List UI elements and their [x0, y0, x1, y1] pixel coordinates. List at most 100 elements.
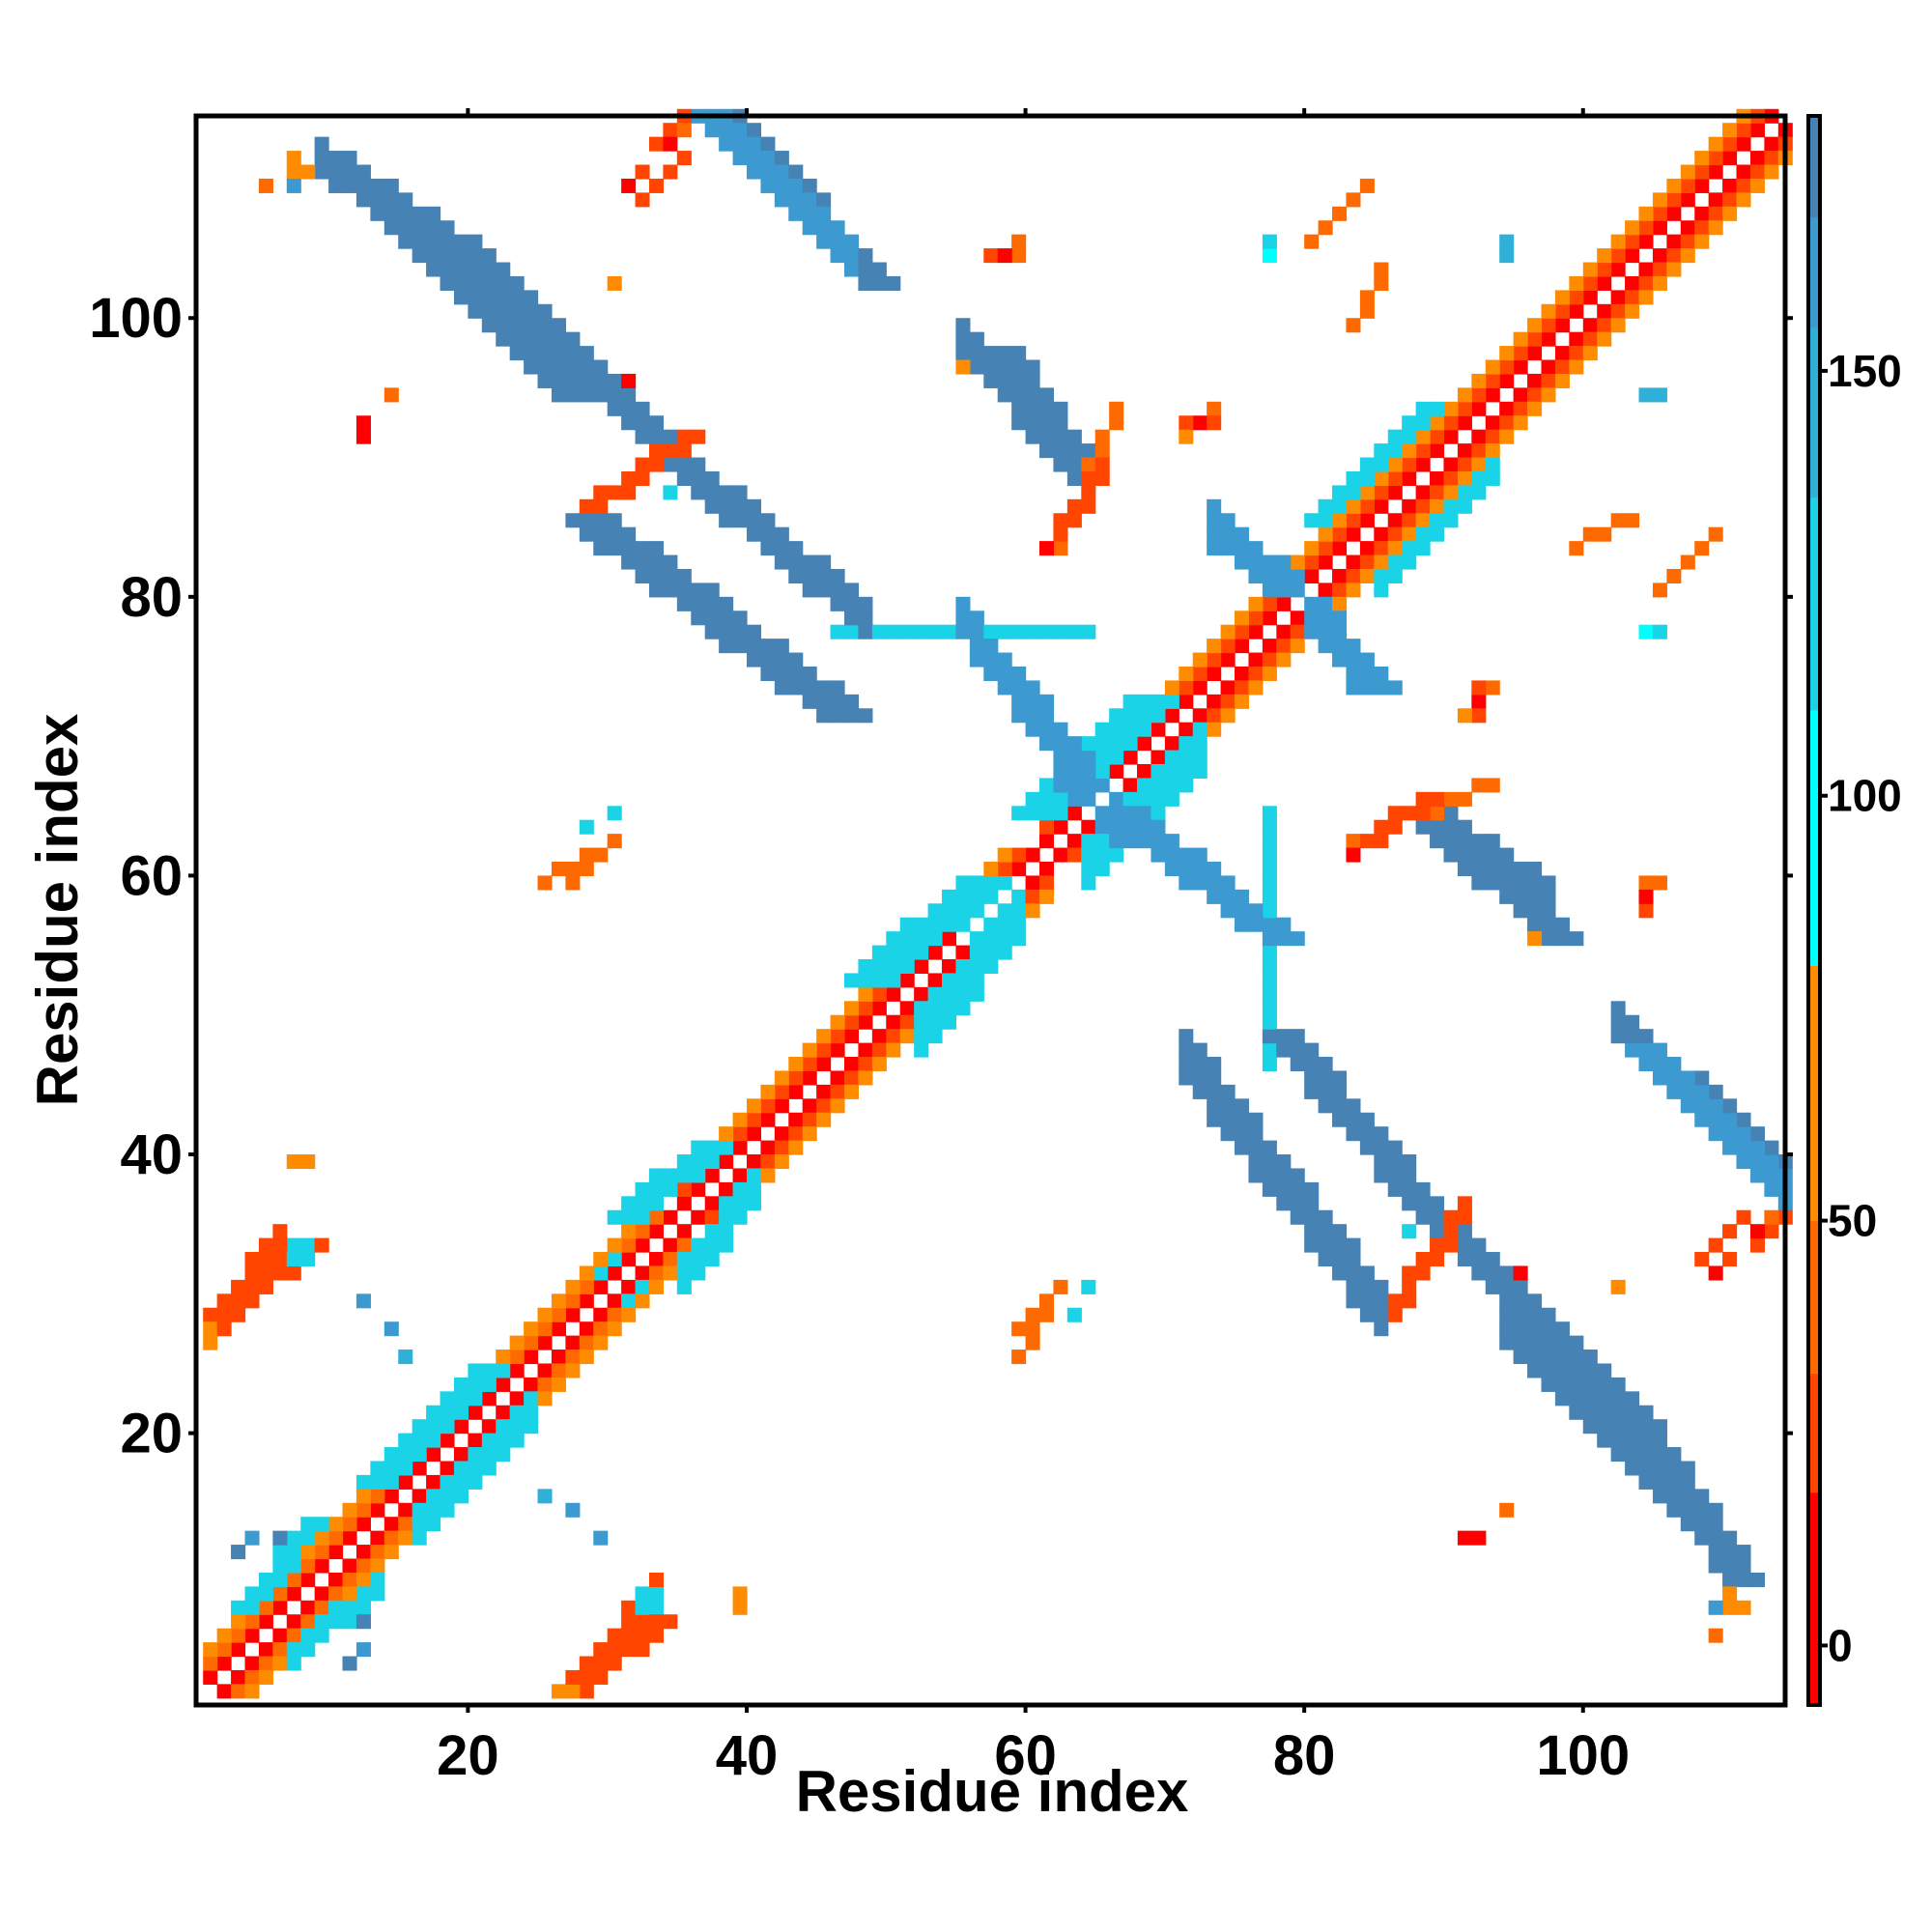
heatmap-cell: [426, 234, 441, 249]
heatmap-cell: [1680, 220, 1695, 236]
heatmap-cell: [1011, 373, 1027, 388]
heatmap-cell: [997, 847, 1012, 863]
heatmap-cell: [551, 862, 566, 877]
heatmap-cell: [1610, 1391, 1626, 1406]
heatmap-cell: [1708, 164, 1723, 180]
heatmap-cell: [1499, 1502, 1515, 1518]
heatmap-cell: [1220, 694, 1236, 709]
heatmap-cell: [426, 1502, 441, 1518]
y-tick-label: 40: [120, 1123, 183, 1186]
heatmap-cell: [1513, 1279, 1528, 1294]
heatmap-cell: [760, 1112, 776, 1127]
heatmap-cell: [1262, 917, 1277, 932]
heatmap-cell: [1485, 862, 1500, 877]
heatmap-cell: [774, 680, 789, 696]
heatmap-cell: [1485, 415, 1500, 431]
heatmap-cell: [1137, 819, 1152, 835]
heatmap-cell: [648, 1168, 664, 1183]
heatmap-cell: [1569, 303, 1584, 319]
heatmap-cell: [1207, 526, 1222, 542]
heatmap-cell: [1666, 1084, 1682, 1099]
heatmap-cell: [1597, 1363, 1612, 1378]
heatmap-cell: [1151, 763, 1166, 780]
heatmap-cell: [1430, 401, 1445, 416]
heatmap-cell: [258, 1656, 273, 1671]
heatmap-cell: [746, 498, 762, 514]
heatmap-cell: [244, 1279, 260, 1294]
heatmap-cell: [1527, 387, 1543, 403]
heatmap-cell: [286, 1530, 301, 1546]
heatmap-cell: [1151, 722, 1166, 737]
heatmap-cell: [1304, 234, 1320, 249]
heatmap-cell: [565, 1363, 581, 1378]
heatmap-cell: [565, 1335, 581, 1350]
heatmap-cell: [760, 178, 776, 193]
heatmap-cell: [1387, 1293, 1403, 1309]
heatmap-cell: [370, 192, 385, 208]
heatmap-cell: [1066, 498, 1082, 514]
heatmap-cell: [1179, 778, 1194, 793]
heatmap-cell: [593, 1335, 609, 1350]
heatmap-cell: [676, 429, 692, 444]
heatmap-cell: [704, 1168, 720, 1183]
heatmap-cell: [1276, 1042, 1292, 1058]
heatmap-cell: [1541, 917, 1556, 932]
heatmap-cell: [774, 1140, 789, 1155]
heatmap-cell: [1485, 834, 1500, 849]
heatmap-cell: [1207, 889, 1222, 904]
heatmap-cell: [1499, 429, 1515, 444]
heatmap-cell: [1011, 889, 1027, 904]
heatmap-cell: [1081, 1279, 1096, 1294]
heatmap-cell: [426, 1517, 441, 1532]
heatmap-cell: [1471, 694, 1487, 709]
heatmap-cell: [537, 1335, 553, 1350]
heatmap-cell: [272, 1545, 288, 1560]
heatmap-cell: [1081, 875, 1096, 891]
heatmap-cell: [648, 1252, 664, 1267]
heatmap-cell: [607, 513, 622, 528]
heatmap-cell: [1066, 806, 1082, 821]
heatmap-cell: [244, 1265, 260, 1281]
heatmap-cell: [1638, 1042, 1654, 1058]
heatmap-cell: [607, 387, 622, 403]
heatmap-cell: [244, 1586, 260, 1602]
heatmap-cell: [1192, 652, 1208, 668]
heatmap-cell: [1443, 1209, 1459, 1225]
heatmap-cell: [1122, 750, 1138, 765]
heatmap-cell: [468, 1363, 483, 1378]
heatmap-cell: [453, 1405, 469, 1420]
heatmap-cell: [1290, 1029, 1305, 1044]
heatmap-cell: [816, 554, 832, 570]
heatmap-cell: [314, 1530, 329, 1546]
heatmap-cell: [1318, 624, 1333, 639]
heatmap-cell: [1151, 778, 1166, 793]
heatmap-cell: [1374, 275, 1389, 291]
heatmap-cell: [1332, 1224, 1348, 1239]
heatmap-cell: [983, 862, 999, 877]
heatmap-cell: [830, 1042, 845, 1058]
heatmap-cell: [1708, 1084, 1723, 1099]
heatmap-cell: [384, 220, 399, 236]
heatmap-cell: [1262, 234, 1277, 249]
heatmap-cell: [1346, 1126, 1361, 1142]
heatmap-cell: [1332, 1252, 1348, 1267]
heatmap-cell: [663, 582, 678, 598]
heatmap-cell: [760, 1154, 776, 1170]
heatmap-cell: [830, 234, 845, 249]
heatmap-cell: [1582, 1377, 1598, 1392]
heatmap-cell: [258, 1642, 273, 1658]
heatmap-cell: [621, 485, 637, 500]
heatmap-cell: [1220, 1084, 1236, 1099]
x-tick-label: 100: [1536, 1724, 1630, 1787]
heatmap-cell: [300, 1558, 316, 1574]
heatmap-cell: [1415, 513, 1431, 528]
heatmap-cell: [719, 596, 734, 611]
heatmap-cell: [1457, 1209, 1472, 1225]
heatmap-cell: [676, 151, 692, 166]
heatmap-cell: [1582, 275, 1598, 291]
heatmap-cell: [1749, 1126, 1765, 1142]
heatmap-cell: [565, 359, 581, 375]
heatmap-cell: [1527, 373, 1543, 388]
heatmap-cell: [1179, 429, 1194, 444]
heatmap-cell: [830, 568, 845, 583]
